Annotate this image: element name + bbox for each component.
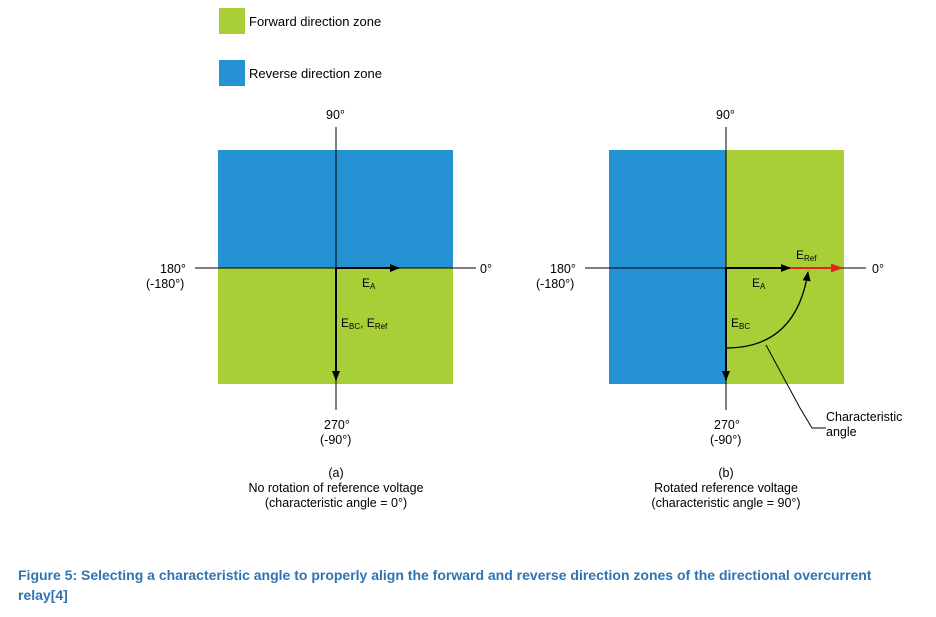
diagram-b-ebc-label: EBC <box>731 316 751 331</box>
diagram-b-neg180-label: (-180°) <box>536 277 575 291</box>
diagram-b-characteristic-label: Characteristic <box>826 410 903 424</box>
diagram-b-reverse-zone <box>609 150 726 384</box>
diagram-a-0-label: 0° <box>480 262 492 276</box>
diagram-a-neg90-label: (-90°) <box>320 433 352 447</box>
diagram-a-270-label: 270° <box>324 418 350 432</box>
forward-zone-label: Forward direction zone <box>249 13 382 29</box>
diagram-a-caption-title: No rotation of reference voltage <box>248 481 424 495</box>
diagram-b-270-label: 270° <box>714 418 740 432</box>
diagram-a-neg180-label: (-180°) <box>146 277 185 291</box>
diagram-b-neg90-label: (-90°) <box>710 433 742 447</box>
diagram-b-characteristic-angle-arc <box>725 271 811 349</box>
reverse-zone-label: Reverse direction zone <box>249 65 382 81</box>
diagram-b-0-label: 0° <box>872 262 884 276</box>
diagram-a-90-label: 90° <box>326 108 345 122</box>
diagram-a-caption-angle: (characteristic angle = 0°) <box>264 496 408 510</box>
diagram-b-angle-label: angle <box>826 425 857 439</box>
forward-zone-swatch <box>219 8 245 34</box>
diagram-b-characteristic-angle-leader <box>765 344 826 429</box>
diagram-a-180-label: 180° <box>160 262 186 276</box>
diagram-a-ea-label: EA <box>362 276 376 291</box>
legend-forward: Forward direction zone <box>219 8 381 34</box>
diagram-b-caption-letter: (b) <box>718 466 734 480</box>
diagram-a-caption-letter: (a) <box>328 466 344 480</box>
diagram-b-180-label: 180° <box>550 262 576 276</box>
diagram-b-90-label: 90° <box>716 108 735 122</box>
diagram-b-caption-title: Rotated reference voltage <box>654 481 798 495</box>
diagram-b-eref-label: ERef <box>796 248 817 263</box>
figure-caption: Figure 5: Selecting a characteristic ang… <box>18 567 872 603</box>
legend-reverse: Reverse direction zone <box>219 60 382 86</box>
diagram-a-ebc-eref-label: EBC, ERef <box>341 316 388 331</box>
reverse-zone-swatch <box>219 60 245 86</box>
diagram-a-caption: (a) No rotation of reference voltage (ch… <box>206 466 466 511</box>
diagram-b-caption-angle: (characteristic angle = 90°) <box>651 496 801 510</box>
diagram-b-ea-label: EA <box>752 276 766 291</box>
diagram-b-caption: (b) Rotated reference voltage (character… <box>596 466 856 511</box>
